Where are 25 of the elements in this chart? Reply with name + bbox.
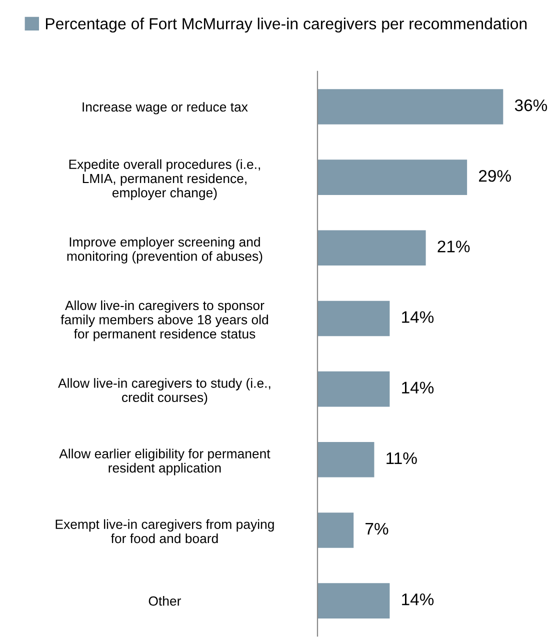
bar bbox=[317, 160, 468, 195]
y-tick-label: Increase wage or reduce tax bbox=[82, 102, 248, 114]
bar bbox=[317, 371, 390, 407]
bar bbox=[317, 442, 374, 478]
y-tick-label: Allow live-in caregivers to study (i.e., credit courses) bbox=[58, 378, 270, 405]
bar bbox=[317, 583, 390, 618]
bar bbox=[317, 300, 390, 336]
bar bbox=[317, 230, 426, 266]
data-label: 7% bbox=[366, 522, 388, 535]
data-label: 29% bbox=[479, 170, 511, 182]
legend-label: Percentage of Fort McMurray live-in caregivers per recommendation bbox=[46, 18, 527, 33]
y-tick-label: Allow earlier eligibility for permanent resident application bbox=[59, 448, 270, 476]
y-tick-label: Allow live-in caregivers to sponsor family members above 18 years old for permanent residence status bbox=[60, 300, 268, 342]
data-label: 14% bbox=[402, 311, 434, 323]
y-tick-label: Other bbox=[148, 596, 181, 606]
bar bbox=[317, 512, 354, 548]
data-label: 14% bbox=[402, 382, 434, 394]
data-label: 36% bbox=[514, 99, 548, 112]
y-tick-label: Exempt live-in caregivers from paying for food and board bbox=[56, 519, 274, 544]
data-label: 21% bbox=[438, 240, 470, 252]
bar bbox=[317, 89, 504, 124]
y-tick-label: Improve employer screening and monitoring (prevention of abuses) bbox=[67, 236, 262, 264]
y-tick-label: Expedite overall procedures (i.e., LMIA, permanent residence, employer change) bbox=[69, 159, 260, 200]
data-label: 11% bbox=[386, 452, 417, 464]
data-label: 14% bbox=[402, 594, 434, 606]
